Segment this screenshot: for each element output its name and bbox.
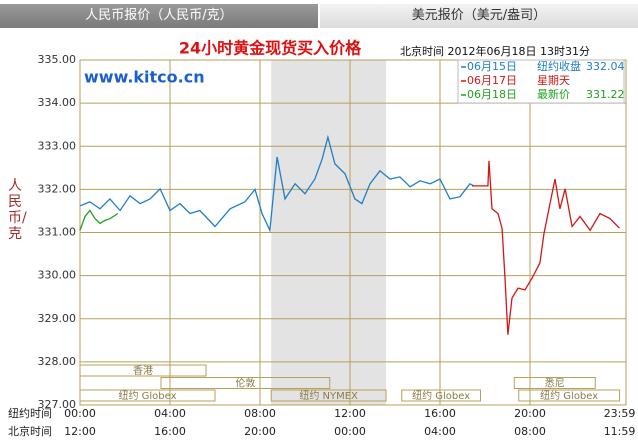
x-tick-label: 11:59 bbox=[604, 425, 636, 438]
timestamp: 北京时间 2012年06月18日 13时31分 bbox=[400, 44, 590, 58]
x-tick-label: 08:00 bbox=[244, 407, 276, 420]
session-band bbox=[160, 377, 331, 389]
y-axis-label: 人民币/克 bbox=[8, 178, 27, 242]
x-tick-label: 23:59 bbox=[604, 407, 636, 420]
x-tick-label: 08:00 bbox=[514, 425, 546, 438]
session-band bbox=[513, 377, 596, 389]
x-tick-label: 16:00 bbox=[424, 407, 456, 420]
legend-box bbox=[457, 59, 625, 104]
y-tick-label: 331.00 bbox=[38, 226, 77, 239]
session-label: 伦敦 bbox=[235, 377, 255, 390]
session-label: 纽约 NYMEX bbox=[299, 389, 358, 402]
chart-title: 24小时黄金现货买入价格 bbox=[179, 39, 362, 58]
x-tick-label: 00:00 bbox=[64, 407, 96, 420]
session-label: 悉尼 bbox=[545, 378, 565, 390]
legend-label: 纽约收盘 bbox=[537, 59, 581, 73]
legend-name: 06月15日 bbox=[467, 60, 517, 73]
x-tick-label: 12:00 bbox=[334, 407, 366, 420]
y-tick-label: 335.00 bbox=[38, 53, 77, 66]
x-tick-label: 00:00 bbox=[334, 425, 366, 438]
y-tick-label: 334.00 bbox=[38, 96, 77, 109]
session-label: 纽约 Globex bbox=[412, 389, 470, 402]
session-band bbox=[79, 389, 216, 402]
series-line bbox=[79, 209, 119, 231]
tab[interactable]: 美元报价（美元/盎司） bbox=[320, 4, 638, 28]
session-band bbox=[518, 389, 621, 402]
x-tick-label: 04:00 bbox=[424, 425, 456, 438]
y-tick-label: 329.00 bbox=[38, 312, 77, 325]
y-tick-label: 332.00 bbox=[38, 182, 77, 195]
x-tick-label: 16:00 bbox=[154, 425, 186, 438]
legend-name: 06月17日 bbox=[467, 74, 517, 87]
series-line bbox=[79, 134, 475, 233]
y-tick-label: 330.00 bbox=[38, 269, 77, 282]
x-tick-label: 20:00 bbox=[514, 407, 546, 420]
legend-name: 06月18日 bbox=[467, 88, 517, 101]
legend-value: 331.22 bbox=[586, 88, 625, 101]
x-tick-label: 12:00 bbox=[64, 425, 96, 438]
session-band bbox=[79, 364, 207, 377]
y-tick-label: 333.00 bbox=[38, 139, 77, 152]
watermark: www.kitco.cn bbox=[84, 68, 205, 87]
x-tick-label: 04:00 bbox=[154, 407, 186, 420]
session-label: 纽约 Globex bbox=[540, 389, 598, 402]
y-tick-label: 328.00 bbox=[38, 355, 77, 368]
x-row-label: 北京时间 bbox=[8, 424, 52, 438]
legend-label: 最新价 bbox=[537, 87, 570, 101]
y-tick-label: 327.00 bbox=[38, 398, 77, 411]
legend-value: 332.04 bbox=[586, 60, 625, 73]
session-band bbox=[401, 389, 481, 402]
session-label: 纽约 Globex bbox=[118, 389, 176, 402]
session-band bbox=[270, 389, 387, 402]
session-label: 香港 bbox=[133, 365, 153, 377]
series-line bbox=[472, 160, 620, 335]
x-tick-label: 20:00 bbox=[244, 425, 276, 438]
x-row-label: 纽约时间 bbox=[8, 406, 52, 420]
tab[interactable]: 人民币报价（人民币/克） bbox=[0, 4, 318, 28]
legend-label: 星期天 bbox=[537, 74, 570, 87]
